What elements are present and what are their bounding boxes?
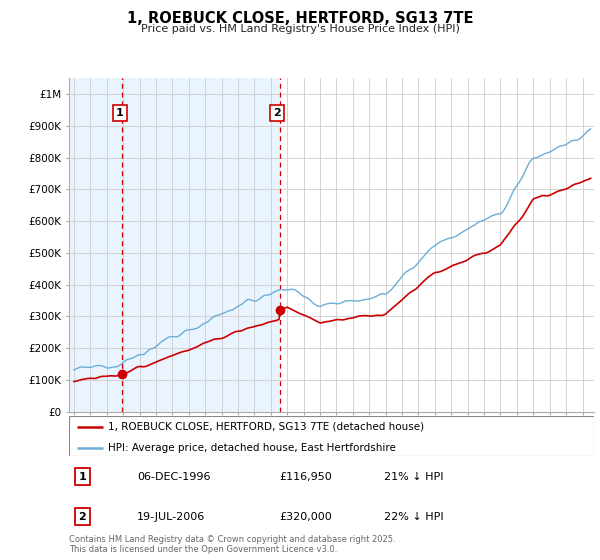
Text: HPI: Average price, detached house, East Hertfordshire: HPI: Average price, detached house, East…	[109, 442, 396, 452]
Text: 1, ROEBUCK CLOSE, HERTFORD, SG13 7TE (detached house): 1, ROEBUCK CLOSE, HERTFORD, SG13 7TE (de…	[109, 422, 425, 432]
Text: Contains HM Land Registry data © Crown copyright and database right 2025.
This d: Contains HM Land Registry data © Crown c…	[69, 535, 395, 554]
Text: £320,000: £320,000	[279, 512, 332, 521]
Text: 19-JUL-2006: 19-JUL-2006	[137, 512, 205, 521]
Text: 22% ↓ HPI: 22% ↓ HPI	[384, 512, 443, 521]
Text: 1: 1	[116, 109, 124, 118]
Text: Price paid vs. HM Land Registry's House Price Index (HPI): Price paid vs. HM Land Registry's House …	[140, 24, 460, 34]
Text: £116,950: £116,950	[279, 472, 332, 482]
Text: 2: 2	[274, 109, 281, 118]
Text: 06-DEC-1996: 06-DEC-1996	[137, 472, 211, 482]
Text: 21% ↓ HPI: 21% ↓ HPI	[384, 472, 443, 482]
Bar	[69, 78, 280, 412]
Text: 1, ROEBUCK CLOSE, HERTFORD, SG13 7TE: 1, ROEBUCK CLOSE, HERTFORD, SG13 7TE	[127, 11, 473, 26]
Text: 1: 1	[78, 472, 86, 482]
Text: 2: 2	[78, 512, 86, 521]
